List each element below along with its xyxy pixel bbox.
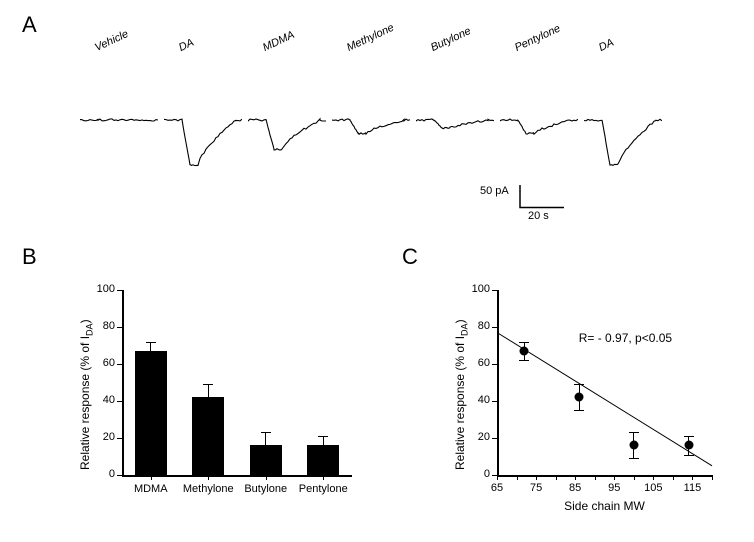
error-cap (684, 436, 694, 437)
error-cap (261, 432, 271, 433)
panel-label-c: C (402, 244, 418, 270)
error-bar (323, 436, 324, 445)
y-tick (117, 290, 122, 291)
error-bar (150, 342, 151, 351)
x-tick (497, 475, 498, 480)
fit-line (497, 332, 713, 466)
y-tick (492, 401, 497, 402)
error-cap (629, 432, 639, 433)
trace (332, 50, 410, 190)
trace (80, 50, 158, 190)
y-tick (492, 364, 497, 365)
x-tick-label: MDMA (121, 483, 181, 495)
scale-label-v: 50 pA (480, 185, 509, 197)
x-tick (595, 475, 596, 480)
bar (250, 445, 282, 475)
x-tick-label: 105 (638, 482, 668, 494)
x-tick (712, 475, 713, 480)
x-tick (208, 475, 209, 480)
x-tick-label: 65 (482, 482, 512, 494)
x-tick-label: 75 (521, 482, 551, 494)
y-tick (117, 327, 122, 328)
panel-label-b: B (22, 244, 37, 270)
x-tick (151, 475, 152, 480)
error-cap (146, 342, 156, 343)
error-bar (208, 384, 209, 397)
panel-label-a: A (22, 12, 37, 38)
x-tick-label: 115 (677, 482, 707, 494)
x-tick (556, 475, 557, 480)
y-tick (117, 364, 122, 365)
panel-b-bar-chart: 020406080100Relative response (% of IDA)… (70, 280, 370, 520)
panel-c-scatter: 02040608010065758595105115Relative respo… (445, 280, 735, 520)
figure: A B C VehicleDAMDMAMethyloneButylonePent… (0, 0, 754, 542)
error-cap (684, 455, 694, 456)
bar (307, 445, 339, 475)
error-cap (519, 360, 529, 361)
trace (248, 50, 326, 190)
x-tick-label: 85 (560, 482, 590, 494)
x-tick (266, 475, 267, 480)
bar (192, 397, 224, 475)
x-tick (575, 475, 576, 480)
x-tick-label: Pentylone (293, 483, 353, 495)
x-tick-label: Butylone (236, 483, 296, 495)
y-tick-label: 100 (90, 283, 115, 295)
error-cap (519, 342, 529, 343)
error-cap (203, 384, 213, 385)
y-tick (117, 475, 122, 476)
y-tick (492, 438, 497, 439)
x-tick-label: 95 (599, 482, 629, 494)
x-axis (497, 475, 712, 477)
x-tick (614, 475, 615, 480)
x-tick (323, 475, 324, 480)
x-tick (517, 475, 518, 480)
error-bar (265, 432, 266, 445)
y-axis (122, 290, 124, 475)
fit-annotation: R= - 0.97, p<0.05 (579, 331, 672, 345)
error-cap (574, 410, 584, 411)
x-tick-label: Methylone (178, 483, 238, 495)
x-axis-label: Side chain MW (555, 499, 655, 513)
data-point (575, 393, 584, 402)
x-tick (673, 475, 674, 480)
error-cap (574, 384, 584, 385)
y-tick (492, 290, 497, 291)
trace (584, 50, 662, 190)
trace (164, 50, 242, 190)
data-point (684, 441, 693, 450)
y-axis (497, 290, 499, 475)
bar (135, 351, 167, 475)
error-cap (629, 458, 639, 459)
x-tick (653, 475, 654, 480)
trace (500, 50, 578, 190)
data-point (629, 441, 638, 450)
x-tick (634, 475, 635, 480)
data-point (520, 347, 529, 356)
x-tick (536, 475, 537, 480)
y-axis-label: Relative response (% of IDA) (78, 319, 94, 470)
y-tick (117, 401, 122, 402)
panel-a-traces: VehicleDAMDMAMethyloneButylonePentyloneD… (80, 20, 690, 210)
error-cap (318, 436, 328, 437)
y-tick-label: 100 (465, 283, 490, 295)
x-tick (692, 475, 693, 480)
x-axis (122, 475, 352, 477)
y-axis-label: Relative response (% of IDA) (453, 319, 469, 470)
y-tick (117, 438, 122, 439)
y-tick (492, 327, 497, 328)
trace (416, 50, 494, 190)
scale-label-h: 20 s (528, 210, 549, 222)
